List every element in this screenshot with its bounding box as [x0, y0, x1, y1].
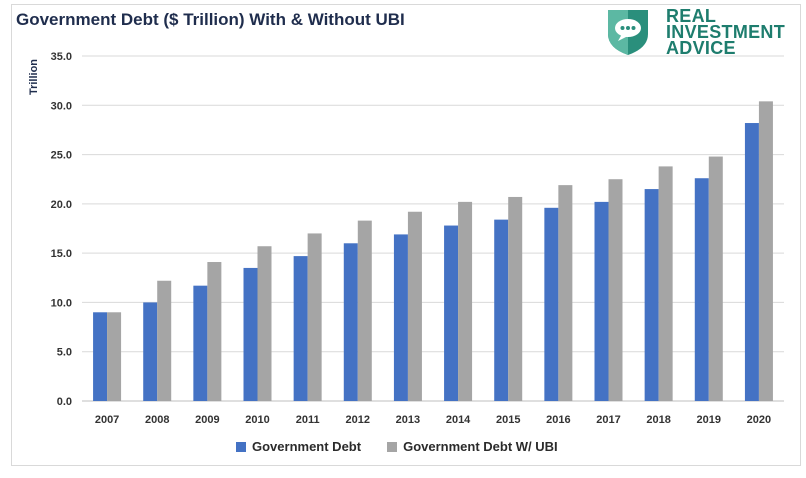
bar-government-debt-ubi-2011 [307, 233, 322, 401]
bar-government-debt-ubi-2009 [207, 262, 222, 401]
chart-frame [11, 4, 801, 466]
y-tick-label: 5.0 [57, 347, 72, 359]
x-tick-label: 2009 [195, 414, 219, 426]
y-axis-label: Trillion [28, 59, 40, 95]
x-tick-label: 2008 [145, 414, 169, 426]
chart-title: Government Debt ($ Trillion) With & With… [16, 10, 405, 29]
brand-line-1: REAL [666, 6, 717, 26]
legend-item-government-debt-ubi: Government Debt W/ UBI [387, 439, 558, 454]
bar-government-debt-ubi-2019 [708, 156, 723, 401]
x-tick-label: 2017 [596, 414, 620, 426]
bar-government-debt-2017 [594, 201, 609, 401]
bar-government-debt-2008 [143, 302, 158, 401]
x-tick-label: 2014 [446, 414, 471, 426]
bar-government-debt-2011 [293, 256, 308, 401]
brand-logo: REAL INVESTMENT ADVICE [604, 6, 794, 58]
bar-government-debt-ubi-2013 [407, 211, 422, 401]
x-tick-label: 2012 [346, 414, 370, 426]
bar-government-debt-ubi-2016 [558, 185, 573, 401]
bar-government-debt-ubi-2015 [508, 196, 523, 401]
bar-government-debt-2016 [544, 207, 559, 401]
bar-government-debt-2007 [93, 312, 108, 401]
legend-label-government-debt: Government Debt [252, 439, 362, 454]
bar-government-debt-ubi-2012 [357, 220, 372, 401]
bar-government-debt-2020 [744, 123, 759, 402]
x-tick-label: 2011 [296, 414, 320, 426]
bar-government-debt-2010 [243, 267, 258, 401]
x-tick-label: 2018 [646, 414, 670, 426]
y-tick-label: 35.0 [51, 51, 72, 63]
x-tick-label: 2016 [546, 414, 570, 426]
bar-government-debt-ubi-2014 [458, 201, 473, 401]
bar-government-debt-ubi-2018 [658, 166, 673, 401]
x-tick-label: 2007 [95, 414, 119, 426]
legend-item-government-debt: Government Debt [236, 439, 361, 454]
y-tick-label: 25.0 [51, 150, 72, 162]
bar-government-debt-2015 [494, 219, 509, 401]
x-tick-label: 2015 [496, 414, 520, 426]
x-tick-label: 2019 [697, 414, 721, 426]
y-tick-label: 20.0 [51, 199, 72, 211]
bar-government-debt-ubi-2007 [107, 312, 122, 401]
y-tick-label: 0.0 [57, 396, 72, 408]
legend-swatch-government-debt [236, 441, 246, 452]
bar-chart: 0.0 5.0 10.0 15.0 20.0 25.0 30.0 35.0 Trillion 20… [28, 51, 784, 426]
y-tick-label: 30.0 [51, 100, 72, 112]
bar-government-debt-ubi-2010 [257, 246, 272, 401]
legend-label-government-debt-ubi: Government Debt W/ UBI [403, 439, 558, 454]
bar-government-debt-ubi-2020 [758, 101, 773, 401]
y-tick-label: 15.0 [51, 248, 72, 260]
brand-line-3: ADVICE [666, 38, 736, 58]
legend-swatch-government-debt-ubi [387, 441, 398, 452]
bar-government-debt-2018 [644, 189, 659, 401]
legend: Government Debt Government Debt W/ UBI [236, 439, 584, 454]
bar-government-debt-2014 [444, 225, 459, 401]
brand-name: REAL INVESTMENT ADVICE [666, 6, 786, 58]
shield-speech-bubble-icon [608, 10, 648, 55]
brand-line-2: INVESTMENT [666, 22, 786, 42]
bar-government-debt-2009 [193, 285, 208, 401]
x-tick-label: 2020 [747, 414, 771, 426]
bar-government-debt-2013 [393, 234, 408, 401]
x-tick-label: 2013 [396, 414, 420, 426]
bar-government-debt-ubi-2017 [608, 179, 623, 401]
bar-government-debt-2019 [694, 178, 709, 401]
bar-government-debt-2012 [343, 243, 358, 401]
x-tick-label: 2010 [245, 414, 269, 426]
bar-government-debt-ubi-2008 [157, 280, 172, 401]
y-tick-label: 10.0 [51, 297, 72, 309]
